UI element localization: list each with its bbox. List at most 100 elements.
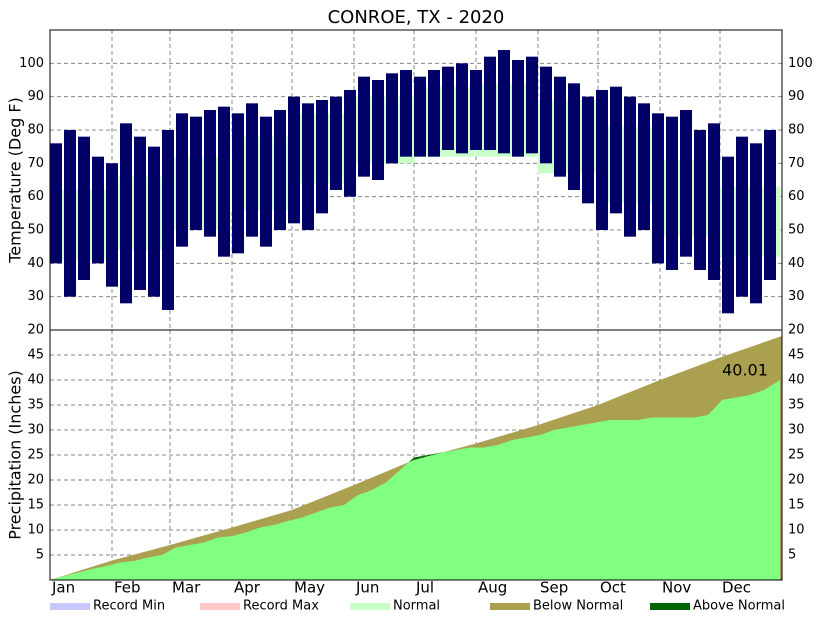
y-tick-label: 60 xyxy=(788,189,805,204)
y-tick-label: 40 xyxy=(27,256,44,271)
plot-frame xyxy=(49,29,783,581)
y-tick-label: 70 xyxy=(788,156,805,171)
legend-label: Record Max xyxy=(243,599,319,614)
temperature-bar xyxy=(750,143,762,304)
temperature-bar xyxy=(330,96,342,190)
y-tick-label: 30 xyxy=(788,289,805,304)
chart-title: CONROE, TX - 2020 xyxy=(328,7,505,28)
temperature-bar xyxy=(92,156,104,264)
temperature-bar xyxy=(764,130,776,280)
temperature-bar xyxy=(666,116,678,271)
legend-swatch xyxy=(350,603,390,610)
y-tick-label: 40 xyxy=(788,256,805,271)
temperature-bar xyxy=(190,116,202,230)
y-tick-label: 10 xyxy=(27,523,44,538)
y-tick-label: 80 xyxy=(27,123,44,138)
y-tick-label: 20 xyxy=(788,323,805,338)
y-tick-label: 15 xyxy=(788,498,805,513)
temperature-bar xyxy=(288,96,300,224)
temperature-bar xyxy=(554,76,566,177)
x-tick-label: Oct xyxy=(600,579,626,597)
temperature-bar xyxy=(162,130,174,310)
temperature-bar xyxy=(274,110,286,230)
y-tick-label: 20 xyxy=(27,473,44,488)
temperature-bar xyxy=(232,113,244,254)
legend-swatch xyxy=(490,603,530,610)
x-tick-label: Sep xyxy=(540,579,568,597)
temperature-bar xyxy=(358,76,370,177)
x-tick-label: Jul xyxy=(415,579,434,597)
temperature-bar xyxy=(582,96,594,204)
temperature-bar xyxy=(134,136,146,290)
y-tick-label: 20 xyxy=(788,473,805,488)
y-tick-label: 10 xyxy=(788,523,805,538)
temperature-bar xyxy=(50,143,62,264)
y-tick-label: 20 xyxy=(27,323,44,338)
temperature-bar xyxy=(400,70,412,157)
y-tick-label: 40 xyxy=(788,373,805,388)
x-tick-label: Jan xyxy=(51,579,75,597)
temperature-bar xyxy=(148,146,160,297)
temperature-bar xyxy=(218,106,230,257)
x-tick-label: Nov xyxy=(662,579,691,597)
temperature-bar xyxy=(470,70,482,150)
temperature-bar xyxy=(106,163,118,287)
temperature-bar xyxy=(694,130,706,270)
temperature-bar xyxy=(428,70,440,157)
y-tick-label: 100 xyxy=(19,56,44,71)
y-tick-label: 30 xyxy=(27,423,44,438)
temperature-bar xyxy=(708,123,720,280)
temperature-bar xyxy=(204,110,216,237)
x-tick-label: Aug xyxy=(478,579,507,597)
y-tick-label: 30 xyxy=(788,423,805,438)
y-tick-label: 5 xyxy=(36,548,44,563)
y-tick-label: 90 xyxy=(27,89,44,104)
temperature-bar xyxy=(302,103,314,230)
temperature-bar xyxy=(344,90,356,197)
temperature-bar xyxy=(680,110,692,257)
temperature-bar xyxy=(638,103,650,230)
temperature-bar xyxy=(78,136,90,280)
temperature-bar xyxy=(624,96,636,237)
y-tick-label: 35 xyxy=(788,398,805,413)
temperature-bar xyxy=(260,116,272,247)
legend-label: Above Normal xyxy=(693,599,785,614)
x-tick-label: Apr xyxy=(234,579,261,597)
y-tick-label: 15 xyxy=(27,498,44,513)
temperature-bar xyxy=(498,50,510,154)
y-axis-label: Temperature (Deg F) xyxy=(6,97,25,264)
y-tick-label: 45 xyxy=(27,348,44,363)
temperature-bar xyxy=(722,156,734,314)
temperature-bar xyxy=(526,56,538,154)
legend-swatch xyxy=(200,603,240,610)
y-tick-label: 25 xyxy=(27,448,44,463)
temperature-bar xyxy=(456,63,468,154)
temperature-bar xyxy=(442,66,454,150)
y-tick-label: 35 xyxy=(27,398,44,413)
y-tick-label: 60 xyxy=(27,189,44,204)
x-tick-label: Jun xyxy=(355,579,379,597)
temperature-bar xyxy=(736,136,748,297)
temperature-bar xyxy=(652,113,664,264)
y-tick-label: 50 xyxy=(788,223,805,238)
temperature-bar xyxy=(414,76,426,157)
precip-area xyxy=(50,379,780,580)
legend-swatch xyxy=(650,603,690,610)
y-tick-label: 40 xyxy=(27,373,44,388)
temperature-bar xyxy=(386,73,398,164)
temperature-bar xyxy=(484,56,496,150)
temperature-bar xyxy=(568,83,580,190)
y-axis-label: Precipitation (Inches) xyxy=(6,370,25,540)
legend-swatch xyxy=(50,603,90,610)
y-tick-label: 50 xyxy=(27,223,44,238)
temperature-bar xyxy=(596,90,608,230)
legend-label: Below Normal xyxy=(533,599,623,614)
y-tick-label: 45 xyxy=(788,348,805,363)
temperature-bar xyxy=(540,66,552,164)
y-tick-label: 5 xyxy=(788,548,796,563)
temperature-bar xyxy=(512,60,524,157)
temperature-bar xyxy=(176,113,188,247)
y-tick-label: 70 xyxy=(27,156,44,171)
temperature-bar xyxy=(120,123,132,304)
